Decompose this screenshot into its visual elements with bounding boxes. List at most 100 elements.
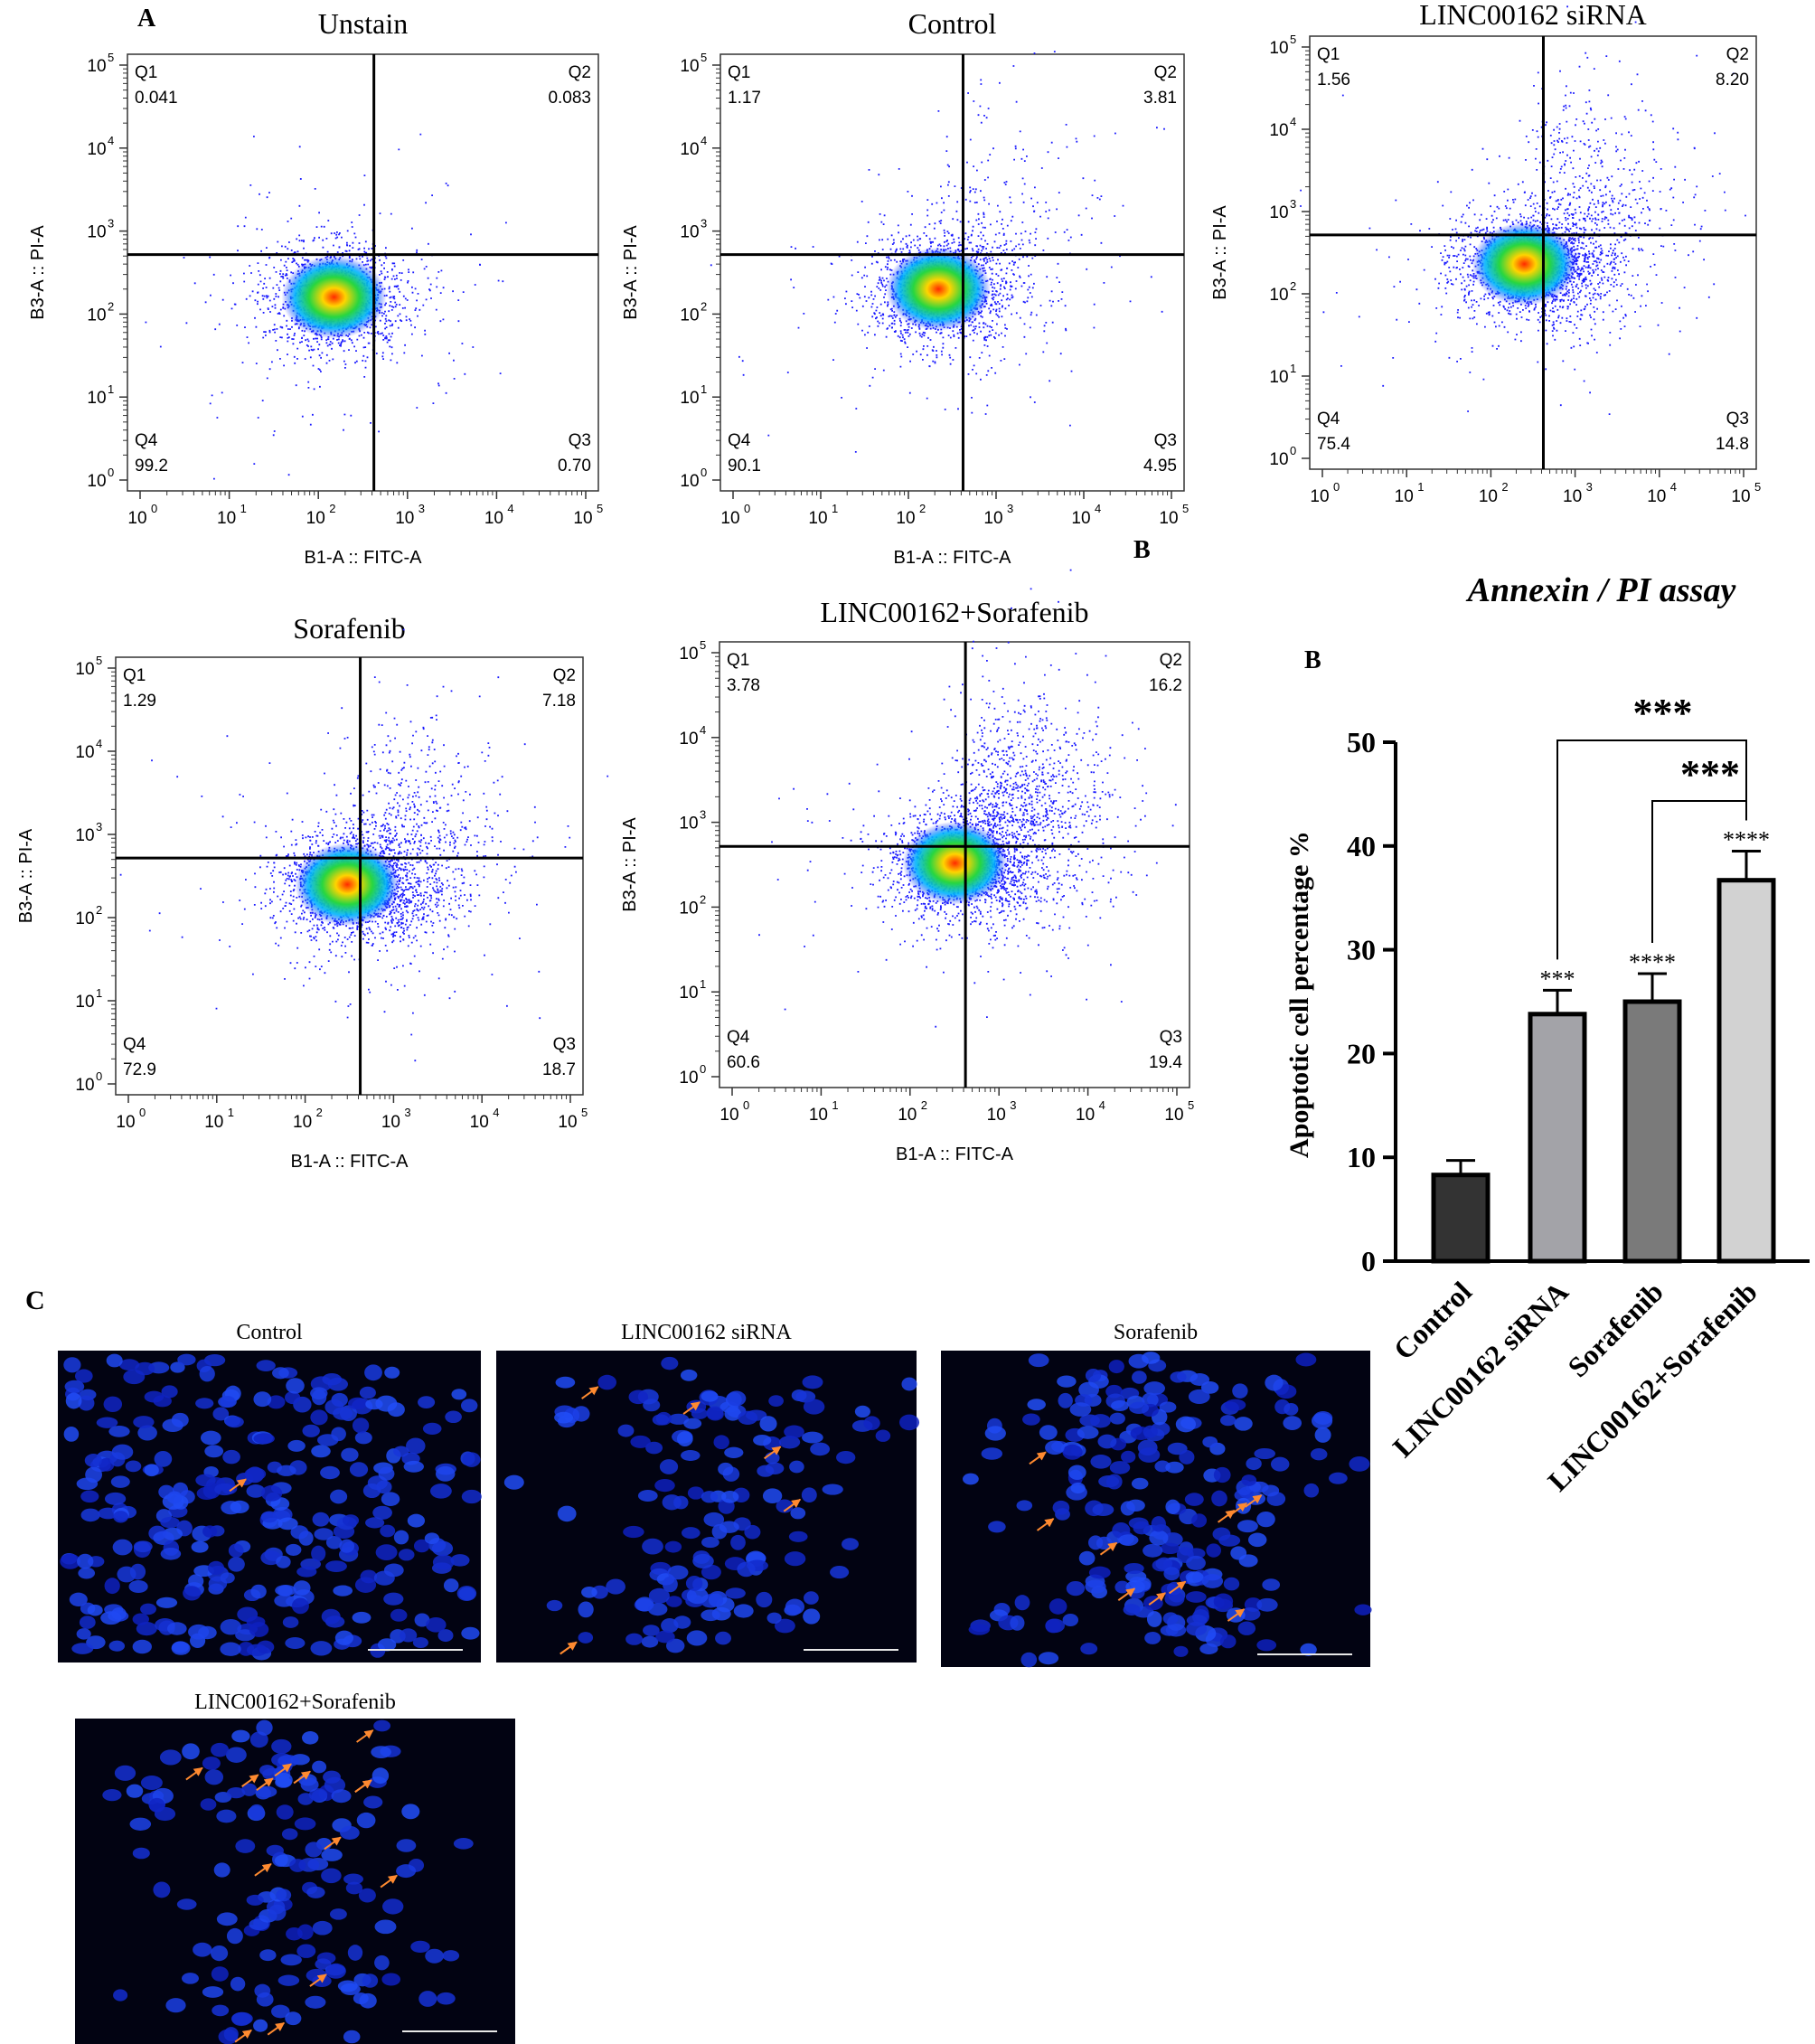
- nuclei: [102, 1719, 474, 2044]
- nucleus: [701, 1491, 719, 1503]
- nucleus: [1188, 1389, 1210, 1404]
- y-tick-label: 10: [1269, 203, 1288, 222]
- nucleus: [374, 1955, 390, 1971]
- y-tick-label: 10: [680, 472, 699, 491]
- nucleus: [267, 1395, 286, 1409]
- comparison-label: ***: [1680, 752, 1740, 796]
- micrograph-title: LINC00162 siRNA: [621, 1321, 792, 1344]
- nucleus: [407, 1513, 426, 1528]
- nucleus: [706, 1407, 724, 1421]
- x-tick-label: 10: [381, 1113, 400, 1132]
- density-core: [886, 247, 992, 331]
- nucleus: [701, 1537, 719, 1549]
- nucleus: [686, 1587, 709, 1605]
- nucleus: [79, 1615, 96, 1629]
- x-tick-exponent: 4: [1095, 502, 1101, 515]
- nucleus: [437, 1629, 454, 1643]
- quadrant-name-q4: Q4: [728, 431, 751, 450]
- nucleus: [271, 1738, 292, 1754]
- nucleus: [1069, 1402, 1092, 1417]
- y-tick-exponent: 2: [1290, 279, 1296, 293]
- nucleus: [1246, 1457, 1262, 1471]
- nucleus: [129, 1817, 152, 1831]
- nucleus: [112, 1539, 133, 1556]
- nucleus: [1131, 1477, 1149, 1490]
- nucleus: [352, 1611, 371, 1624]
- y-tick-label: 10: [1269, 450, 1288, 469]
- nucleus: [788, 1531, 808, 1542]
- nucleus: [285, 2011, 302, 2026]
- nucleus: [216, 1912, 238, 1926]
- x-tick-exponent: 4: [1099, 1098, 1105, 1112]
- y-tick-label: 10: [1269, 286, 1288, 305]
- nucleus: [1238, 1554, 1258, 1568]
- x-tick-exponent: 3: [1007, 502, 1013, 515]
- nucleus: [342, 1514, 360, 1527]
- nucleus: [462, 1452, 481, 1467]
- y-tick-exponent: 3: [96, 820, 102, 834]
- nucleus: [296, 1944, 316, 1958]
- nucleus: [393, 1446, 409, 1457]
- nucleus: [325, 1535, 343, 1549]
- quadrant-name-q4: Q4: [135, 431, 158, 450]
- nucleus: [302, 1731, 319, 1745]
- nucleus: [226, 1927, 243, 1945]
- x-tick-exponent: 4: [493, 1106, 499, 1119]
- y-tick-label: 10: [87, 472, 106, 491]
- y-axis-label: B3-A :: PI-A: [1210, 205, 1230, 300]
- nucleus: [1314, 1427, 1331, 1443]
- nucleus: [76, 1628, 91, 1640]
- nucleus: [790, 1507, 806, 1520]
- x-tick-exponent: 2: [316, 1106, 323, 1119]
- event-dots: [119, 628, 609, 1062]
- nucleus: [963, 1473, 979, 1485]
- nucleus: [1138, 1447, 1161, 1463]
- x-tick-label: 10: [898, 1106, 917, 1125]
- y-tick-exponent: 3: [108, 217, 114, 231]
- event-dots: [758, 569, 1177, 1028]
- nucleus: [65, 1392, 82, 1409]
- nucleus: [246, 1484, 266, 1498]
- nucleus: [249, 1804, 265, 1821]
- nucleus: [325, 1560, 347, 1573]
- nucleus: [637, 1490, 658, 1502]
- bar-0: [1431, 1173, 1491, 1264]
- nucleus: [766, 1612, 782, 1625]
- nucleus: [652, 1414, 670, 1426]
- nucleus: [275, 1772, 293, 1788]
- nucleus: [360, 1569, 378, 1584]
- flow-plot-title: Unstain: [318, 7, 409, 40]
- nucleus: [1163, 1567, 1180, 1581]
- nucleus: [165, 1998, 186, 2013]
- nucleus: [1045, 1618, 1061, 1634]
- y-tick-exponent: 3: [1290, 197, 1296, 211]
- nucleus: [358, 1888, 376, 1903]
- nucleus: [628, 1389, 649, 1405]
- nucleus: [665, 1638, 685, 1653]
- micrograph-background: [75, 1719, 515, 2044]
- nucleus: [132, 1639, 152, 1654]
- nucleus: [1284, 1402, 1299, 1416]
- nucleus: [1077, 1426, 1099, 1439]
- bar-y-tick-label: 50: [1347, 726, 1376, 758]
- nucleus: [339, 1539, 355, 1553]
- nucleus: [211, 1966, 229, 1982]
- nucleus: [623, 1525, 644, 1539]
- quadrant-name-q4: Q4: [1317, 410, 1340, 429]
- nucleus: [1109, 1461, 1131, 1474]
- nucleus: [1133, 1521, 1151, 1535]
- nucleus: [1070, 1482, 1086, 1494]
- nucleus: [401, 1804, 420, 1820]
- nucleus: [347, 1945, 363, 1961]
- nucleus: [371, 1746, 391, 1758]
- nucleus: [249, 1731, 268, 1748]
- nucleus: [207, 1560, 225, 1576]
- nucleus: [71, 1643, 94, 1654]
- nucleus: [276, 1889, 292, 1902]
- nucleus: [645, 1441, 663, 1455]
- nucleus: [160, 1516, 180, 1529]
- nucleus: [212, 2004, 230, 2017]
- nucleus: [1149, 1530, 1169, 1546]
- quadrant-value-q4: 72.9: [123, 1060, 156, 1079]
- x-tick-label: 10: [1310, 487, 1329, 506]
